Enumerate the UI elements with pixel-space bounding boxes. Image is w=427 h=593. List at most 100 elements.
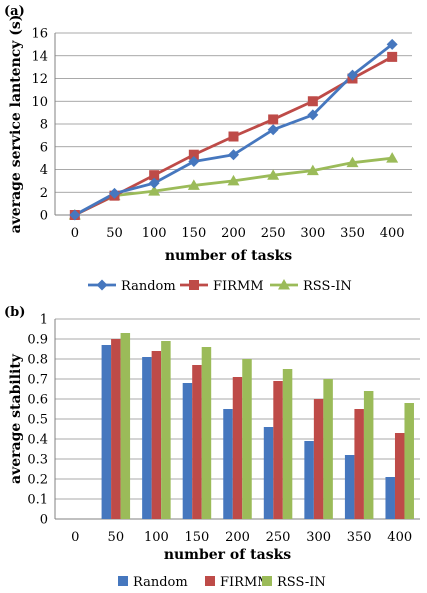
- line-chart-panel: (a) 0 2 4 6 8 10 12 14 16 0 50 100 150 200 250 300 350 400…: [4, 4, 412, 294]
- y-tick-label: 2: [40, 186, 48, 201]
- y-tick-label: 0.7: [27, 373, 48, 388]
- data-point-random: [347, 69, 358, 81]
- legend-label: FIRMM: [220, 575, 271, 590]
- bar-firmm: [273, 381, 283, 519]
- x-tick-label: 300: [306, 530, 331, 545]
- x-tick-label: 300: [300, 226, 325, 241]
- legend-marker-firmm: [189, 280, 199, 290]
- y-tick-label: 0.4: [27, 433, 48, 448]
- legend-label: RSS-IN: [277, 575, 326, 590]
- x-tick-label: 250: [261, 226, 286, 241]
- data-point-rss-in: [346, 156, 359, 168]
- legend-label: RSS-IN: [303, 279, 352, 294]
- x-tick-label: 150: [185, 530, 210, 545]
- y-tick-label: 4: [40, 163, 48, 178]
- bar-rss-in: [161, 341, 171, 519]
- bar-firmm: [394, 433, 405, 519]
- x-tick-label: 0: [71, 530, 79, 545]
- data-point-rss-in: [148, 185, 161, 196]
- bar-rss-in: [404, 403, 414, 519]
- bar-rss-in: [201, 347, 212, 519]
- data-point-rss-in: [267, 169, 280, 180]
- data-point-random: [267, 124, 279, 136]
- bar-firmm: [192, 365, 202, 519]
- data-point-rss-in: [187, 179, 200, 190]
- y-tick-label: 0: [40, 209, 48, 224]
- data-point-random: [228, 149, 239, 161]
- data-point-random: [69, 209, 81, 221]
- series-line-random: [74, 43, 394, 217]
- bar-random: [142, 357, 152, 519]
- y-tick-label: 1: [40, 313, 48, 328]
- y-tick-label: 0.9: [27, 333, 48, 348]
- legend-label: Random: [121, 279, 176, 294]
- legend-swatch-firmm: [205, 576, 215, 586]
- y-tick-label: 0.2: [27, 473, 48, 488]
- legend-marker-rss-in: [278, 279, 290, 290]
- series-line-rss-in: [74, 156, 393, 217]
- legend-marker-random: [96, 279, 108, 291]
- data-point-firmm: [307, 96, 318, 107]
- x-tick-label: 150: [181, 226, 206, 241]
- x-tick-label: 200: [221, 226, 246, 241]
- y-axis-title: average stability: [8, 353, 24, 484]
- bar-rss-in: [363, 391, 374, 519]
- data-point-random: [386, 38, 398, 50]
- y-tick-label: 0.8: [27, 353, 48, 368]
- x-tick-label: 100: [142, 226, 167, 241]
- x-tick-label: 400: [387, 530, 412, 545]
- legend-swatch-rss-in: [262, 576, 272, 586]
- y-axis-title: average service lantency (s): [8, 15, 24, 234]
- data-point-random: [188, 156, 200, 168]
- x-tick-label: 350: [347, 530, 372, 545]
- legend-label: Random: [133, 575, 188, 590]
- data-point-firmm: [387, 51, 398, 62]
- y-tick-label: 0.3: [27, 453, 48, 468]
- y-tick-label: 12: [31, 72, 48, 87]
- x-axis-title: number of tasks: [165, 248, 292, 264]
- x-axis-title: number of tasks: [164, 547, 291, 563]
- bar-rss-in: [282, 369, 293, 519]
- data-point-random: [148, 177, 160, 189]
- x-tick-label: 250: [266, 530, 291, 545]
- y-tick-label: 8: [40, 118, 48, 133]
- bar-firmm: [354, 409, 364, 519]
- x-tick-label: 0: [71, 226, 79, 241]
- bar-random: [182, 383, 193, 519]
- data-point-firmm: [268, 114, 279, 125]
- bar-random: [304, 441, 314, 519]
- x-tick-label: 50: [106, 226, 123, 241]
- y-tick-label: 6: [40, 140, 48, 155]
- bar-firmm: [151, 351, 162, 519]
- bar-rss-in: [120, 333, 131, 519]
- bar-rss-in: [323, 379, 333, 519]
- y-tick-label: 16: [31, 27, 48, 42]
- x-tick-label: 400: [380, 226, 405, 241]
- data-point-firmm: [149, 170, 160, 181]
- data-point-random: [307, 109, 319, 121]
- y-tick-label: 14: [31, 49, 48, 64]
- bar-random: [344, 455, 355, 519]
- data-point-firmm: [188, 149, 199, 160]
- legend-swatch-random: [118, 576, 128, 586]
- bar-random: [223, 409, 233, 519]
- data-point-rss-in: [386, 152, 399, 163]
- bar-random: [263, 427, 274, 519]
- data-point-firmm: [228, 131, 239, 142]
- x-tick-label: 200: [225, 530, 250, 545]
- panel-label: (b): [4, 305, 25, 320]
- legend-label: FIRMM: [213, 279, 264, 294]
- y-tick-label: 10: [31, 95, 48, 110]
- x-tick-label: 100: [144, 530, 169, 545]
- panel-label: (a): [4, 4, 25, 19]
- bar-firmm: [111, 339, 121, 519]
- bar-random: [385, 477, 395, 519]
- y-tick-label: 0.5: [27, 413, 48, 428]
- x-tick-label: 350: [340, 226, 365, 241]
- y-tick-label: 0.6: [27, 393, 48, 408]
- bar-rss-in: [242, 359, 252, 519]
- y-tick-label: 0.1: [27, 493, 48, 508]
- x-tick-label: 50: [108, 530, 125, 545]
- bar-random: [101, 345, 112, 519]
